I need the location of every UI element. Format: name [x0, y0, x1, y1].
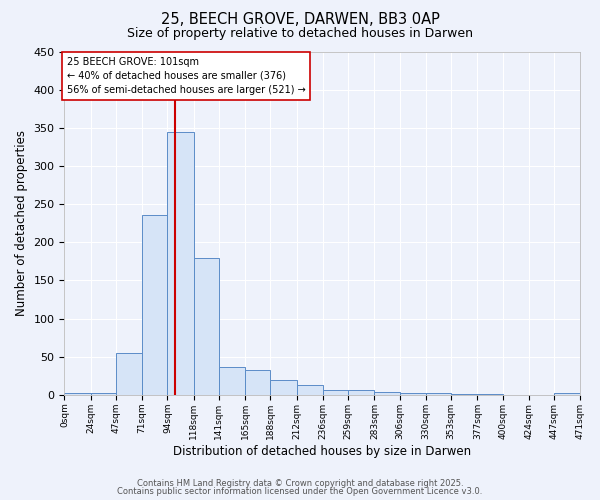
Text: Contains HM Land Registry data © Crown copyright and database right 2025.: Contains HM Land Registry data © Crown c…: [137, 478, 463, 488]
X-axis label: Distribution of detached houses by size in Darwen: Distribution of detached houses by size …: [173, 444, 472, 458]
Bar: [167, 132, 194, 395]
Bar: [142, 215, 167, 395]
Bar: [297, 385, 323, 395]
Bar: [116, 353, 142, 395]
Bar: [271, 380, 297, 395]
Bar: [245, 370, 271, 395]
Bar: [451, 394, 478, 395]
Bar: [478, 394, 503, 395]
Bar: [194, 258, 219, 395]
Text: 25 BEECH GROVE: 101sqm
← 40% of detached houses are smaller (376)
56% of semi-de: 25 BEECH GROVE: 101sqm ← 40% of detached…: [67, 57, 305, 95]
Bar: [374, 392, 400, 395]
Y-axis label: Number of detached properties: Number of detached properties: [15, 130, 28, 316]
Bar: [323, 390, 348, 395]
Text: 25, BEECH GROVE, DARWEN, BB3 0AP: 25, BEECH GROVE, DARWEN, BB3 0AP: [161, 12, 439, 28]
Text: Size of property relative to detached houses in Darwen: Size of property relative to detached ho…: [127, 28, 473, 40]
Bar: [91, 392, 116, 395]
Bar: [348, 390, 374, 395]
Bar: [219, 366, 245, 395]
Bar: [400, 392, 426, 395]
Bar: [426, 394, 451, 395]
Text: Contains public sector information licensed under the Open Government Licence v3: Contains public sector information licen…: [118, 487, 482, 496]
Bar: [64, 392, 91, 395]
Bar: [554, 392, 580, 395]
